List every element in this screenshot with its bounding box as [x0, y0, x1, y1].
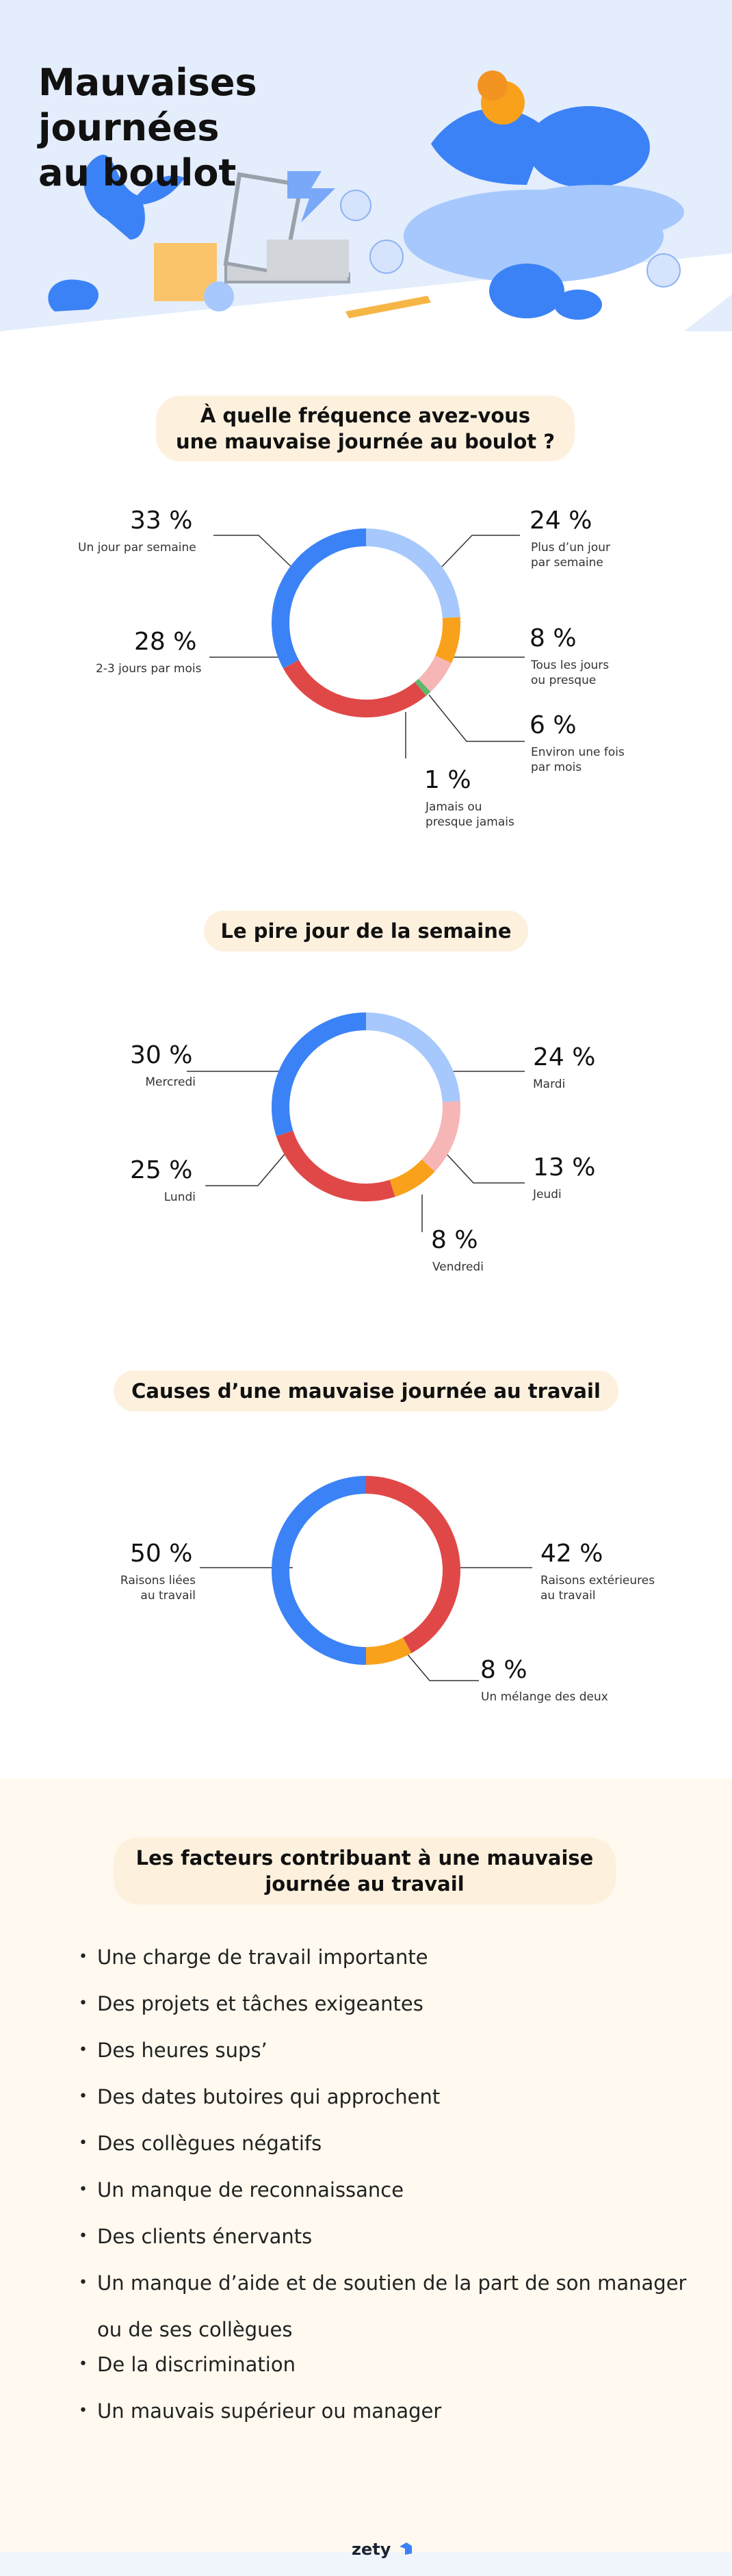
paper-ball-icon [340, 190, 371, 221]
donut-chart-frequency [272, 528, 460, 717]
lightning-icon [287, 171, 335, 222]
slice-label: 2-3 jours par mois [96, 662, 202, 676]
person-body-icon [431, 108, 547, 185]
donut-slice-1 [435, 617, 460, 663]
logo-cube-icon [399, 2542, 412, 2555]
slice-value: 25 % [130, 1156, 193, 1184]
slice-label: Un jour par semaine [78, 541, 196, 554]
donut-slice-2 [272, 1476, 367, 1665]
slice-label: Lundi [164, 1190, 196, 1204]
slice-label: Tous les jours ou presque [531, 659, 610, 687]
slice-label: Jeudi [533, 1188, 562, 1201]
chart-title-frequency: À quelle fréquence avez-vous une mauvais… [156, 396, 575, 461]
donut-slice-2 [418, 655, 452, 692]
list-item: Des heures sups’ [79, 2039, 699, 2085]
paper-ball-icon [646, 253, 681, 288]
slice-value: 1 % [424, 766, 471, 794]
slice-label: Raisons liées au travail [120, 1574, 196, 1603]
slice-value: 8 % [431, 1226, 478, 1254]
plant-leaf-icon [83, 154, 145, 240]
person-legs-icon [506, 185, 684, 240]
slice-value: 8 % [480, 1656, 527, 1684]
list-item: Un manque d’aide et de soutien de la par… [79, 2260, 699, 2353]
chart-title-causes: Causes d’une mauvaise journée au travail [114, 1370, 618, 1412]
slice-value: 13 % [533, 1153, 596, 1182]
slice-label: Plus d’un jour par semaine [531, 541, 611, 570]
factors-title: Les facteurs contribuant à une mauvaise … [114, 1837, 616, 1904]
slice-label: Environ une fois par mois [531, 745, 625, 774]
paper-ball-icon [369, 240, 404, 274]
plant-leaf-icon [130, 175, 185, 205]
slice-value: 33 % [130, 507, 193, 535]
donut-slice-0 [365, 528, 460, 619]
list-item: Des projets et tâches exigeantes [79, 1992, 699, 2039]
ball-icon [204, 281, 234, 311]
list-item: Des dates butoires qui approchent [79, 2085, 699, 2132]
donut-slice-0 [365, 1012, 460, 1103]
header: Mauvaises journées au boulot [0, 0, 732, 331]
list-item: Une charge de travail importante [79, 1946, 699, 1992]
list-item: Des collègues négatifs [79, 2132, 699, 2178]
plant-leaf-icon [48, 279, 99, 311]
slice-label: Raisons extérieures au travail [540, 1574, 655, 1603]
donut-slice-3 [276, 1130, 395, 1201]
page-title: Mauvaises journées au boulot [38, 61, 257, 194]
slice-value: 30 % [130, 1041, 193, 1069]
slice-label: Vendredi [432, 1260, 484, 1274]
logo-text: zety [352, 2540, 391, 2559]
factors-list: Une charge de travail importante Des pro… [79, 1946, 699, 2446]
slice-value: 28 % [134, 628, 197, 656]
pencil-icon [345, 296, 431, 318]
list-item: De la discrimination [79, 2353, 699, 2399]
logo-mark-icon [399, 2542, 412, 2555]
slice-value: 24 % [530, 507, 592, 535]
slice-label: Mercredi [145, 1075, 196, 1089]
laptop-keyboard-icon [267, 240, 349, 277]
slice-value: 50 % [130, 1540, 193, 1568]
donut-slice-5 [272, 528, 367, 669]
slice-value: 42 % [540, 1540, 603, 1568]
chart-title-worst-day: Le pire jour de la semaine [204, 910, 528, 952]
donut-slice-3 [415, 678, 431, 696]
slice-value: 8 % [530, 624, 577, 652]
slice-label: Mardi [533, 1077, 566, 1091]
donut-slice-0 [365, 1476, 460, 1653]
header-illustration [0, 0, 732, 331]
zety-logo: zety [352, 2540, 413, 2559]
slice-value: 6 % [530, 711, 577, 739]
list-item: Des clients énervants [79, 2225, 699, 2271]
slice-value: 24 % [533, 1043, 596, 1071]
list-item: Un manque de reconnaissance [79, 2178, 699, 2225]
header-corner [684, 294, 732, 331]
donut-chart-causes [272, 1476, 460, 1665]
donut-slice-2 [389, 1159, 435, 1197]
slice-label: Un mélange des deux [481, 1690, 608, 1704]
list-item: Un mauvais supérieur ou manager [79, 2399, 699, 2446]
donut-slice-1 [421, 1101, 460, 1172]
person-hair-icon [478, 71, 508, 101]
slice-label: Jamais ou presque jamais [426, 800, 514, 829]
person-shoe-icon [489, 264, 564, 318]
donut-slice-1 [365, 1637, 412, 1665]
donut-slice-4 [272, 1012, 367, 1136]
person-torso-icon [527, 106, 650, 188]
footer [0, 2552, 732, 2576]
person-shoe-icon [554, 290, 602, 320]
donut-chart-worst-day [272, 1012, 460, 1201]
donut-slice-4 [283, 659, 426, 717]
